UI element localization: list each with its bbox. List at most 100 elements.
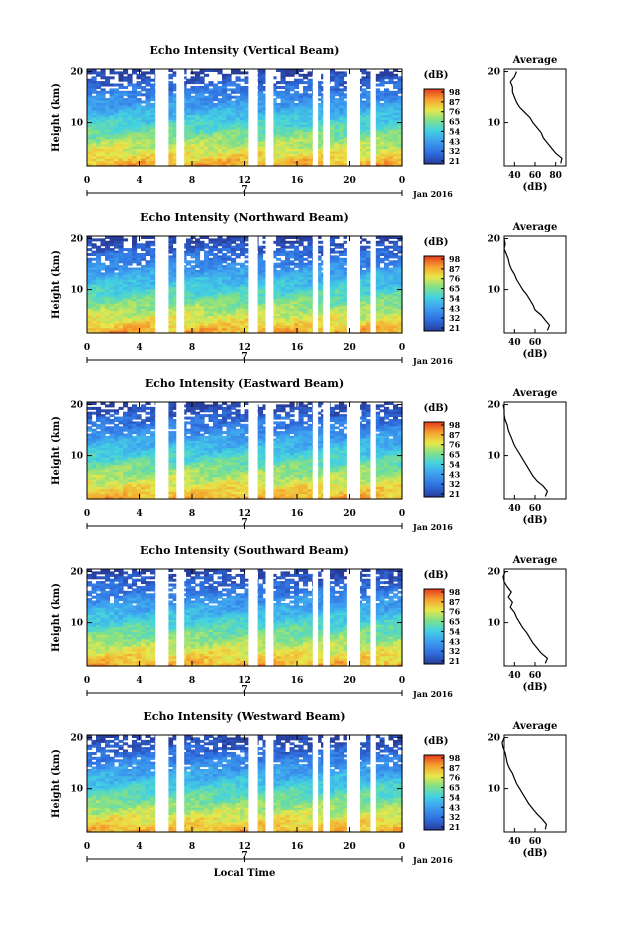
heatmap-cell	[285, 93, 291, 97]
heatmap-cell	[213, 119, 219, 123]
heatmap-cell	[330, 129, 336, 133]
heatmap-cell	[186, 117, 192, 121]
heatmap-cell	[388, 262, 394, 266]
heatmap-cell	[397, 127, 403, 131]
heatmap-cell	[195, 103, 201, 106]
heatmap-cell	[285, 81, 291, 85]
heatmap-cell	[150, 134, 156, 138]
heatmap-cell	[289, 73, 295, 77]
heatmap-cell	[384, 107, 390, 111]
heatmap-cell	[280, 139, 286, 143]
heatmap-cell	[303, 88, 309, 92]
heatmap-cell	[361, 117, 367, 121]
heatmap-cell	[240, 93, 246, 97]
heatmap-cell	[235, 132, 241, 136]
heatmap-cell	[339, 93, 345, 97]
heatmap-cell	[114, 134, 120, 138]
heatmap-cell	[294, 110, 300, 114]
heatmap-cell	[109, 110, 115, 114]
heatmap-cell	[316, 103, 322, 106]
heatmap-cell	[384, 76, 390, 80]
heatmap-cell	[87, 105, 93, 109]
heatmap-cell	[330, 139, 336, 143]
heatmap-cell	[316, 88, 322, 92]
heatmap-cell	[217, 90, 223, 94]
heatmap-cell	[199, 95, 205, 99]
heatmap-cell	[289, 71, 295, 75]
heatmap-cell	[307, 141, 313, 145]
data-gap	[176, 69, 185, 166]
heatmap-cell	[118, 107, 124, 111]
heatmap-cell	[285, 136, 291, 140]
heatmap-cell	[307, 83, 313, 87]
heatmap-cell	[222, 83, 228, 87]
heatmap-cell	[100, 100, 106, 104]
heatmap-cell	[91, 136, 97, 140]
heatmap-cell	[339, 88, 345, 92]
heatmap-cell	[307, 103, 313, 106]
heatmap-cell	[132, 83, 138, 87]
heatmap-cell	[132, 127, 138, 131]
heatmap-cell	[204, 115, 210, 119]
heatmap-cell	[195, 134, 201, 138]
heatmap-cell	[190, 139, 196, 143]
heatmap-cell	[141, 141, 147, 145]
heatmap-cell	[199, 86, 205, 89]
heatmap-cell	[303, 253, 309, 256]
heatmap-cell	[204, 73, 210, 77]
heatmap-cell	[204, 88, 210, 92]
heatmap-cell	[330, 86, 336, 89]
heatmap-cell	[231, 88, 237, 92]
heatmap-cell	[276, 265, 282, 269]
heatmap-cell	[226, 122, 232, 126]
heatmap-cell	[258, 98, 264, 102]
heatmap-cell	[294, 122, 300, 126]
heatmap-cell	[244, 112, 250, 116]
heatmap-cell	[186, 107, 192, 111]
heatmap-cell	[285, 124, 291, 128]
heatmap-cell	[262, 81, 268, 85]
heatmap-cell	[222, 110, 228, 114]
heatmap-cell	[262, 103, 268, 106]
heatmap-cell	[289, 107, 295, 111]
heatmap-cell	[222, 86, 228, 89]
heatmap-cell	[105, 124, 111, 128]
heatmap-cell	[384, 105, 390, 109]
heatmap-cell	[118, 141, 124, 145]
heatmap-cell	[114, 71, 120, 75]
heatmap-cell	[343, 115, 349, 119]
heatmap-cell	[186, 253, 192, 256]
heatmap-cell	[96, 95, 102, 99]
heatmap-cell	[397, 86, 403, 89]
heatmap-cell	[366, 98, 372, 102]
heatmap-cell	[262, 95, 268, 99]
heatmap-cell	[303, 86, 309, 89]
heatmap-cell	[289, 112, 295, 116]
heatmap-cell	[235, 115, 241, 119]
heatmap-cell	[199, 141, 205, 145]
heatmap-cell	[276, 257, 282, 261]
heatmap-cell	[276, 136, 282, 140]
heatmap-cell	[150, 243, 156, 247]
heatmap-cell	[168, 132, 174, 136]
heatmap-cell	[123, 129, 129, 133]
heatmap-cell	[136, 90, 142, 94]
heatmap-cell	[136, 98, 142, 102]
heatmap-cell	[145, 81, 151, 85]
heatmap-cell	[141, 117, 147, 121]
heatmap-cell	[231, 136, 237, 140]
heatmap-cell	[132, 122, 138, 126]
heatmap-cell	[132, 86, 138, 89]
heatmap-cell	[204, 83, 210, 87]
heatmap-cell	[105, 76, 111, 80]
heatmap-cell	[231, 139, 237, 143]
heatmap-cell	[127, 81, 133, 85]
heatmap-cell	[199, 112, 205, 116]
heatmap-cell	[150, 115, 156, 119]
heatmap-cell	[361, 139, 367, 143]
heatmap-cell	[109, 132, 115, 136]
heatmap-cell	[226, 139, 232, 143]
heatmap-cell	[114, 88, 120, 92]
heatmap-cell	[150, 141, 156, 145]
heatmap-cell	[339, 98, 345, 102]
